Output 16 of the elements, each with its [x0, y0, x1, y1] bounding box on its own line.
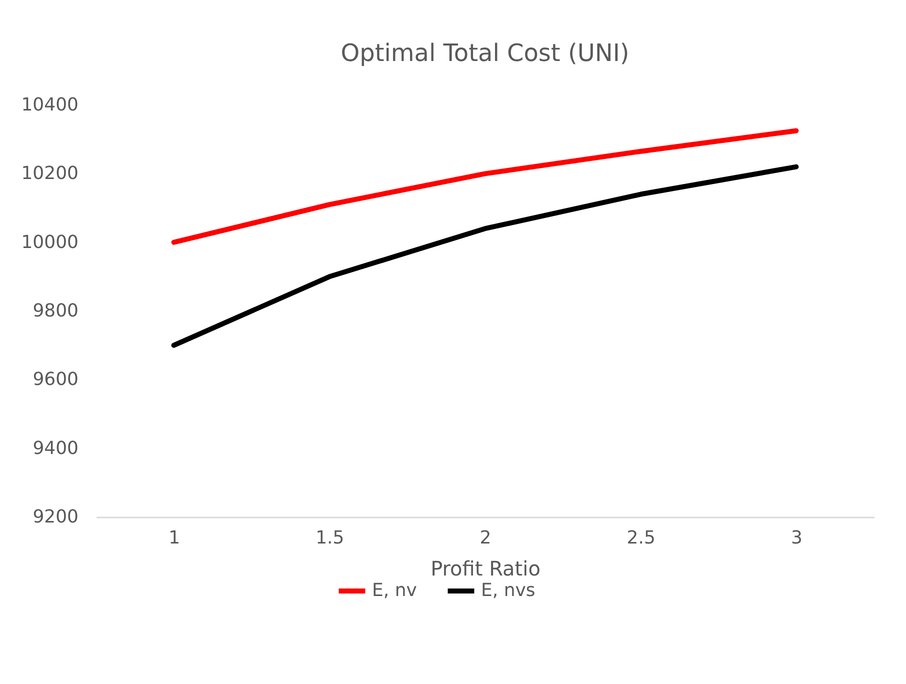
x-tick-label: 2	[480, 528, 492, 548]
y-tick-label: 9800	[32, 300, 78, 322]
chart-title: Optimal Total Cost (UNI)	[340, 39, 630, 67]
y-tick-label: 9200	[32, 506, 78, 528]
x-tick-label: 1	[168, 528, 180, 548]
x-tick-label: 2.5	[626, 528, 656, 548]
legend-label: E, nv	[372, 580, 418, 601]
y-tick-label: 10200	[21, 163, 78, 184]
x-tick-label: 1.5	[316, 528, 344, 548]
x-axis-title: Profit Ratio	[430, 556, 540, 580]
legend-label: E, nvs	[481, 580, 536, 601]
y-tick-label: 9400	[32, 438, 78, 459]
y-tick-label: 9600	[32, 369, 78, 390]
x-tick-label: 3	[790, 528, 802, 548]
y-tick-label: 10400	[21, 94, 78, 116]
y-tick-label: 10000	[21, 232, 78, 253]
